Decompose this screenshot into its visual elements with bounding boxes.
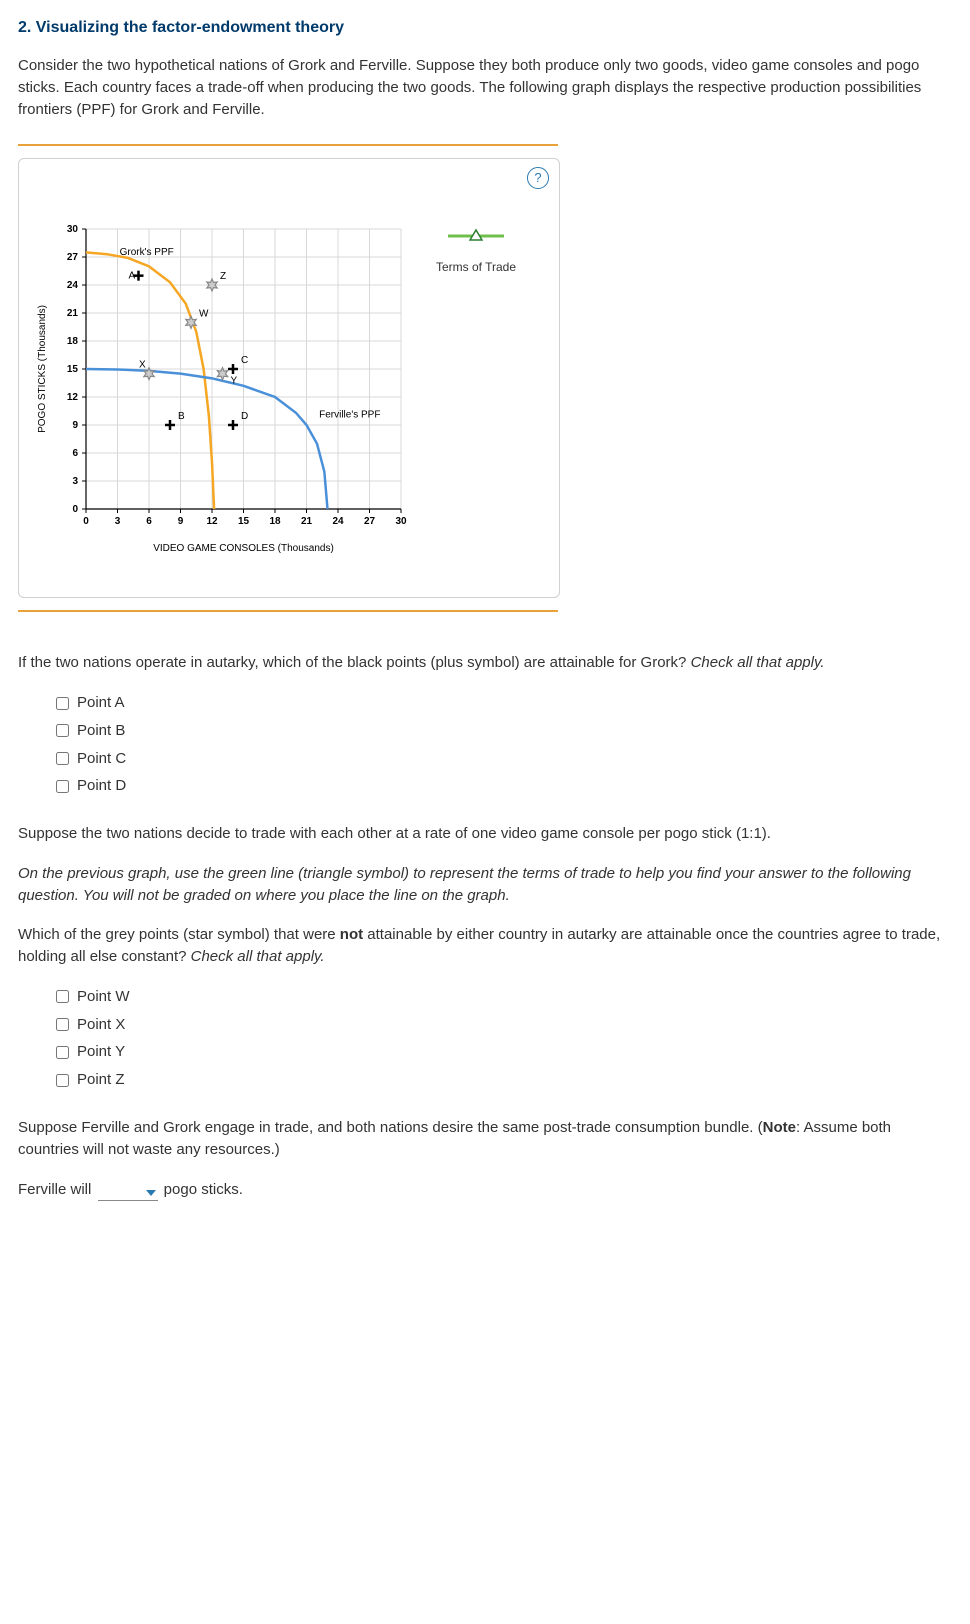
q1-prompt: If the two nations operate in autarky, w… <box>18 652 952 674</box>
svg-text:Z: Z <box>220 271 226 282</box>
svg-text:0: 0 <box>72 504 78 515</box>
q1-checkbox-2[interactable] <box>56 752 69 765</box>
q1-label-1: Point B <box>77 722 125 739</box>
svg-text:D: D <box>241 411 248 422</box>
q2-option: Point W <box>52 986 952 1008</box>
q1-options: Point A Point B Point C Point D <box>52 692 952 797</box>
q3-sentence-post: pogo sticks. <box>160 1181 243 1198</box>
svg-text:12: 12 <box>206 516 218 527</box>
svg-text:9: 9 <box>178 516 184 527</box>
q2-label-3: Point Z <box>77 1071 125 1088</box>
ppf-chart[interactable]: 0 3 6 9 12 15 18 21 24 27 30 0 3 6 9 12 15 18 21 24 27 30 VIDE… <box>31 219 411 559</box>
question-intro: Consider the two hypothetical nations of… <box>18 55 952 120</box>
q1-text: If the two nations operate in autarky, w… <box>18 654 691 671</box>
svg-text:18: 18 <box>269 516 281 527</box>
q1-label-3: Point D <box>77 777 126 794</box>
q1-option: Point B <box>52 720 952 742</box>
svg-text:12: 12 <box>67 392 79 403</box>
q3-intro-pre: Suppose Ferville and Grork engage in tra… <box>18 1119 763 1136</box>
svg-text:3: 3 <box>72 476 78 487</box>
question-number: 2. <box>18 19 31 36</box>
svg-text:Ferville's PPF: Ferville's PPF <box>319 410 380 421</box>
q3-sentence: Ferville will pogo sticks. <box>18 1178 952 1201</box>
svg-text:X: X <box>139 360 146 371</box>
q3-intro-bold: Note <box>763 1119 796 1136</box>
q2-intro: Suppose the two nations decide to trade … <box>18 823 952 845</box>
q2-options: Point W Point X Point Y Point Z <box>52 986 952 1091</box>
q2-text-bold: not <box>340 926 363 943</box>
svg-text:3: 3 <box>115 516 121 527</box>
q1-checkbox-1[interactable] <box>56 724 69 737</box>
q1-option: Point A <box>52 692 952 714</box>
q2-option: Point Z <box>52 1069 952 1091</box>
chart-divider-top <box>18 144 558 146</box>
q2-instruction: On the previous graph, use the green lin… <box>18 863 952 907</box>
legend-label: Terms of Trade <box>436 259 516 276</box>
svg-text:0: 0 <box>83 516 89 527</box>
triangle-icon <box>446 227 506 245</box>
q3-sentence-pre: Ferville will <box>18 1181 96 1198</box>
svg-text:B: B <box>178 411 185 422</box>
svg-text:27: 27 <box>67 252 79 263</box>
q1-option: Point D <box>52 775 952 797</box>
svg-text:W: W <box>199 309 209 320</box>
q1-option: Point C <box>52 748 952 770</box>
q1-label-0: Point A <box>77 694 125 711</box>
chart-divider-bottom <box>18 610 558 612</box>
q2-checkbox-3[interactable] <box>56 1074 69 1087</box>
svg-text:21: 21 <box>67 308 79 319</box>
svg-text:9: 9 <box>72 420 78 431</box>
q1-checkbox-0[interactable] <box>56 697 69 710</box>
q2-text-pre: Which of the grey points (star symbol) t… <box>18 926 340 943</box>
q3-dropdown[interactable] <box>98 1178 158 1201</box>
svg-text:24: 24 <box>67 280 79 291</box>
legend-terms-of-trade[interactable]: Terms of Trade <box>411 227 541 276</box>
svg-text:24: 24 <box>332 516 344 527</box>
svg-text:A: A <box>129 271 136 282</box>
q2-label-0: Point W <box>77 988 130 1005</box>
svg-text:18: 18 <box>67 336 79 347</box>
svg-text:21: 21 <box>301 516 313 527</box>
q2-checkbox-1[interactable] <box>56 1018 69 1031</box>
svg-text:15: 15 <box>67 364 79 375</box>
chart-panel: ? 036912151821242730036912151821242730VI… <box>18 158 560 598</box>
q2-option: Point Y <box>52 1041 952 1063</box>
q2-label-1: Point X <box>77 1016 125 1033</box>
svg-text:6: 6 <box>72 448 78 459</box>
svg-text:Y: Y <box>231 376 238 387</box>
svg-text:30: 30 <box>395 516 407 527</box>
q1-hint: Check all that apply. <box>691 654 825 671</box>
chart-legend: Terms of Trade <box>411 219 541 559</box>
q1-checkbox-3[interactable] <box>56 780 69 793</box>
svg-text:27: 27 <box>364 516 376 527</box>
q2-option: Point X <box>52 1014 952 1036</box>
svg-text:15: 15 <box>238 516 250 527</box>
q3-intro: Suppose Ferville and Grork engage in tra… <box>18 1117 952 1161</box>
question-heading: 2. Visualizing the factor-endowment theo… <box>18 16 952 39</box>
svg-text:POGO STICKS (Thousands): POGO STICKS (Thousands) <box>37 306 48 434</box>
q2-hint: Check all that apply. <box>191 948 325 965</box>
q2-label-2: Point Y <box>77 1043 125 1060</box>
svg-text:C: C <box>241 355 248 366</box>
svg-text:6: 6 <box>146 516 152 527</box>
q2-prompt: Which of the grey points (star symbol) t… <box>18 924 952 968</box>
q2-checkbox-2[interactable] <box>56 1046 69 1059</box>
question-title: Visualizing the factor-endowment theory <box>36 19 344 36</box>
q1-label-2: Point C <box>77 750 126 767</box>
svg-text:Grork's PPF: Grork's PPF <box>120 248 174 259</box>
svg-text:30: 30 <box>67 224 79 235</box>
q2-checkbox-0[interactable] <box>56 990 69 1003</box>
svg-text:VIDEO GAME CONSOLES (Thousands: VIDEO GAME CONSOLES (Thousands) <box>153 543 334 554</box>
